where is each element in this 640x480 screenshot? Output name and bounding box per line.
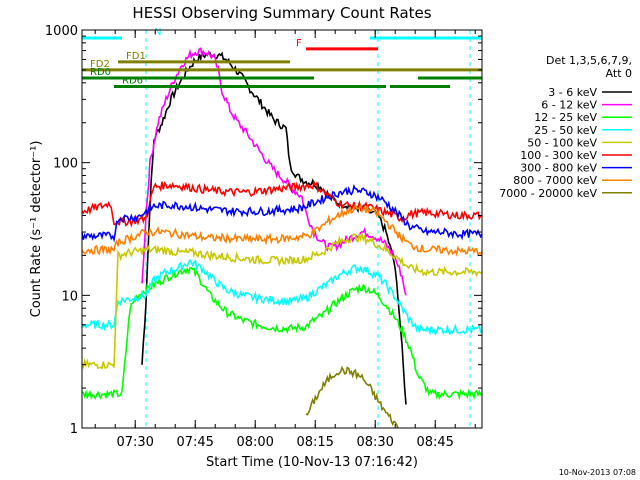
y-tick-label: 1000 — [45, 24, 78, 39]
series-line — [81, 202, 483, 257]
x-tick-label: 08:00 — [236, 435, 273, 450]
flag-bar-label: N — [154, 27, 161, 38]
legend-label: 6 - 12 keV — [541, 99, 597, 112]
y-tick-label: 10 — [61, 289, 78, 304]
flag-bar-label: FD2 — [90, 59, 110, 70]
series-line — [305, 365, 399, 429]
y-tick-label: 1 — [70, 422, 78, 437]
legend-header: Att 0 — [606, 67, 632, 80]
series-line — [81, 184, 483, 243]
x-axis-label: Start Time (10-Nov-13 07:16:42) — [206, 455, 418, 470]
x-tick-label: 07:45 — [176, 435, 213, 450]
legend-label: 12 - 25 keV — [534, 111, 597, 124]
series-line — [81, 231, 483, 370]
y-axis-label: Count Rate (s⁻¹ detector⁻¹) — [29, 141, 44, 318]
legend-label: 300 - 800 keV — [520, 162, 597, 175]
flag-bar-label: RD6 — [122, 76, 143, 87]
chart-title: HESSI Observing Summary Count Rates — [132, 4, 431, 22]
plot-frame — [81, 29, 483, 429]
legend-label: 800 - 7000 keV — [513, 174, 597, 187]
legend-header: Det 1,3,5,6,7,9, — [546, 54, 632, 67]
legend-label: 25 - 50 keV — [534, 124, 597, 137]
legend-label: 100 - 300 keV — [520, 149, 597, 162]
series-line — [81, 258, 483, 336]
legend-label: 50 - 100 keV — [527, 136, 597, 149]
x-tick-label: 08:30 — [356, 435, 393, 450]
axes: 1 10 100 1000 07:30 07:45 08:00 08:15 08:30 08:45 — [45, 24, 482, 450]
y-tick-label: 100 — [53, 157, 78, 172]
x-tick-label: 08:45 — [416, 435, 453, 450]
flag-bar-label: F — [296, 38, 302, 49]
x-tick-label: 08:15 — [296, 435, 333, 450]
x-tick-label: 07:30 — [116, 435, 153, 450]
legend-label: 7000 - 20000 keV — [499, 187, 597, 200]
legend-label: 3 - 6 keV — [548, 86, 597, 99]
footer-stamp: 10-Nov-2013 07:08 — [559, 468, 636, 477]
flag-bar-label: FD1 — [126, 51, 146, 62]
flag-bar-label: RD0 — [90, 67, 111, 78]
